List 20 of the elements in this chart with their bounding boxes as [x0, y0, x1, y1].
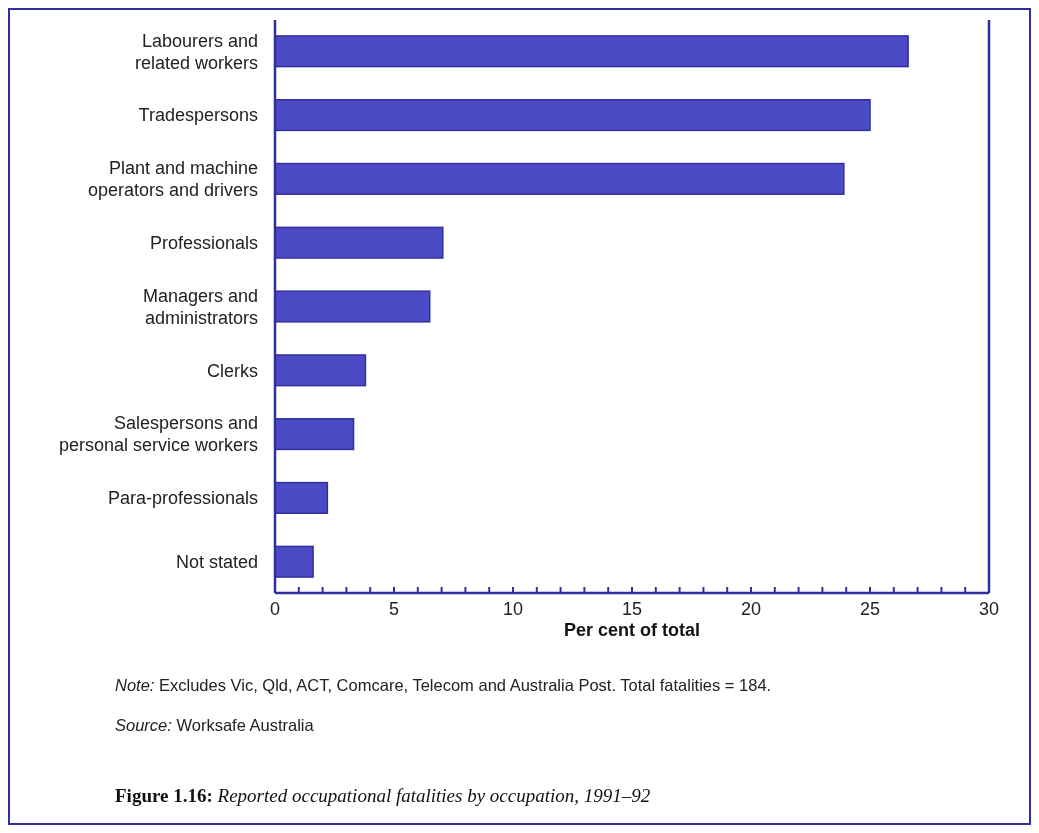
x-tick-label: 0: [269, 599, 281, 619]
text: Note: Excludes Vic, Qld, ACT, Comcare, Telecom and Australia Post. Total fatalities = 184.: [115, 676, 772, 694]
x-tick-label: 30: [978, 599, 1000, 619]
y-tick-label: Plant and machine operators and drivers: [87, 158, 258, 201]
x-tick-label: 5: [388, 599, 400, 619]
y-tick-label: Clerks: [206, 360, 258, 381]
y-tick-label: Professionals: [149, 232, 258, 253]
y-tick-label: Salespersons and personal service workers: [58, 413, 258, 456]
x-tick-label: 20: [740, 599, 762, 619]
x-tick-label: 25: [859, 599, 881, 619]
source-note: Source: Worksafe Australia: [115, 716, 315, 734]
y-tick-label: Tradespersons: [138, 105, 258, 126]
y-tick-label: Labourers and related workers: [134, 30, 258, 73]
x-tick-label: 10: [502, 599, 524, 619]
y-tick-label: Not stated: [175, 552, 258, 573]
y-tick-label: Managers and administrators: [142, 285, 258, 328]
x-axis-title: Per cent of total: [563, 620, 701, 640]
text: Figure 1.16: Reported occupational fatalities by occupation, 1991–92: [115, 785, 651, 806]
y-tick-label: Para-professionals: [107, 488, 258, 509]
x-tick-label: 15: [621, 599, 643, 619]
